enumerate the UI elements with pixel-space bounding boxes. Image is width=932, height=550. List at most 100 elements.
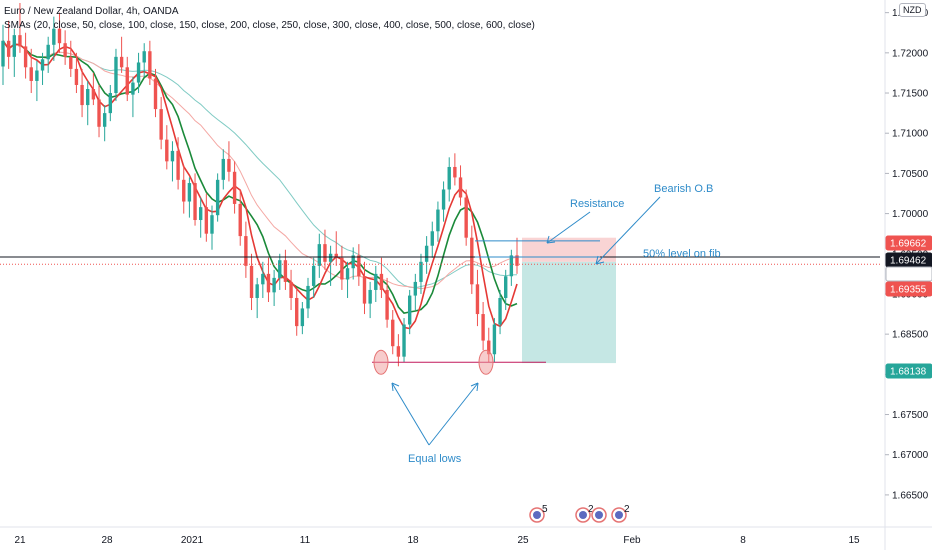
- candle-body: [86, 89, 90, 106]
- candle-body: [362, 276, 367, 304]
- candle-body: [215, 179, 220, 216]
- candle-body: [1, 40, 5, 67]
- candle-body: [193, 183, 197, 221]
- price-axis[interactable]: 1.725001.720001.715001.710001.705001.700…: [885, 8, 932, 501]
- candle-body: [464, 197, 468, 238]
- annotations: Resistance Bearish O.B 50% level on fib Equ…: [391, 183, 721, 465]
- candle-body: [57, 28, 62, 44]
- candle-body: [379, 273, 384, 290]
- candle-body: [74, 68, 79, 85]
- sma-mid-line: [2, 40, 518, 290]
- candle-body: [300, 308, 305, 327]
- candle-body: [509, 255, 514, 277]
- candle-body: [6, 40, 11, 57]
- candle-body: [46, 44, 50, 60]
- candle-body: [391, 319, 395, 347]
- event-badge-count: 2: [588, 504, 594, 515]
- candle-body: [238, 203, 242, 237]
- event-badges[interactable]: 5 2 2: [529, 504, 630, 523]
- price-tag: [885, 363, 932, 379]
- candle-body: [278, 260, 282, 278]
- candle-body: [69, 56, 73, 69]
- candle-body: [40, 59, 45, 71]
- price-tag-label: 1.68138: [890, 367, 927, 378]
- x-tick-label: Feb: [623, 535, 641, 546]
- x-tick-label: 28: [101, 535, 113, 546]
- candle-body: [475, 284, 480, 315]
- candle-body: [340, 257, 344, 280]
- candle-body: [368, 289, 372, 304]
- price-tag-label: 1.69462: [890, 256, 927, 267]
- candle-body: [119, 56, 124, 68]
- candle-body: [187, 183, 192, 202]
- x-tick-label: 8: [740, 535, 746, 546]
- candle-body: [153, 78, 158, 110]
- x-tick-label: 2021: [181, 535, 204, 546]
- candle-body: [441, 189, 446, 210]
- candle-body: [182, 179, 186, 202]
- candle-body: [232, 171, 237, 204]
- position-zones: [522, 237, 616, 364]
- stop-zone: [522, 237, 616, 262]
- resistance-arrowhead: [546, 235, 556, 244]
- y-tick-label: 1.71000: [892, 129, 929, 140]
- candle-body: [204, 207, 209, 234]
- y-tick-label: 1.70500: [892, 169, 929, 180]
- x-tick-label: 25: [517, 535, 529, 546]
- candle-body: [283, 260, 288, 282]
- annotation-resistance: Resistance: [570, 198, 624, 210]
- candle-body: [125, 67, 129, 95]
- event-flag-icon: [579, 511, 587, 519]
- candle-body: [261, 273, 265, 285]
- candle-body: [481, 314, 485, 341]
- candle-body: [136, 62, 141, 83]
- level-lines: [0, 240, 880, 375]
- candle-body: [424, 245, 429, 262]
- y-tick-label: 1.66500: [892, 490, 929, 501]
- candle-body: [102, 113, 107, 127]
- indicator-legend[interactable]: SMAs (20, close, 50, close, 100, close, …: [4, 20, 535, 31]
- candle-body: [142, 51, 146, 63]
- candle-body: [470, 237, 474, 285]
- sma-slow-line: [2, 40, 518, 289]
- candle-body: [385, 289, 389, 320]
- candle-body: [210, 215, 214, 234]
- candle-body: [498, 297, 502, 325]
- candle-body: [317, 244, 322, 266]
- annotation-fib: 50% level on fib: [643, 248, 721, 260]
- event-flag-icon: [595, 511, 603, 519]
- candle-body: [18, 35, 22, 47]
- candle-body: [374, 273, 378, 290]
- x-tick-label: 11: [300, 535, 311, 546]
- price-tag: [885, 235, 932, 251]
- candle-body: [334, 253, 338, 258]
- candle-body: [159, 109, 163, 140]
- target-zone: [522, 261, 616, 364]
- time-axis[interactable]: 21 28 2021 11 18 25 Feb 8 15: [14, 535, 860, 546]
- candle-body: [91, 89, 96, 100]
- candle-body: [458, 177, 463, 198]
- candle-body: [227, 158, 231, 172]
- resistance-arrow: [546, 211, 591, 244]
- y-tick-label: 1.68500: [892, 330, 929, 341]
- candle-body: [97, 99, 101, 127]
- y-tick-label: 1.72000: [892, 48, 929, 59]
- candle-body: [198, 207, 203, 221]
- candle-body: [328, 253, 333, 262]
- candle-body: [515, 255, 519, 266]
- candle-body: [176, 150, 180, 180]
- x-tick-label: 15: [848, 535, 860, 546]
- candle-body: [52, 28, 56, 45]
- equal-lows-arrows: [391, 382, 479, 446]
- candle-body: [453, 166, 457, 178]
- x-tick-label: 18: [407, 535, 419, 546]
- candle-body: [148, 51, 152, 79]
- candle-body: [311, 265, 316, 286]
- ob-arrow: [595, 196, 661, 265]
- candle-body: [413, 281, 418, 296]
- sma-green-line: [2, 40, 518, 314]
- sma-lines: [2, 40, 518, 330]
- candle-body: [430, 231, 434, 246]
- candle-body: [447, 166, 451, 190]
